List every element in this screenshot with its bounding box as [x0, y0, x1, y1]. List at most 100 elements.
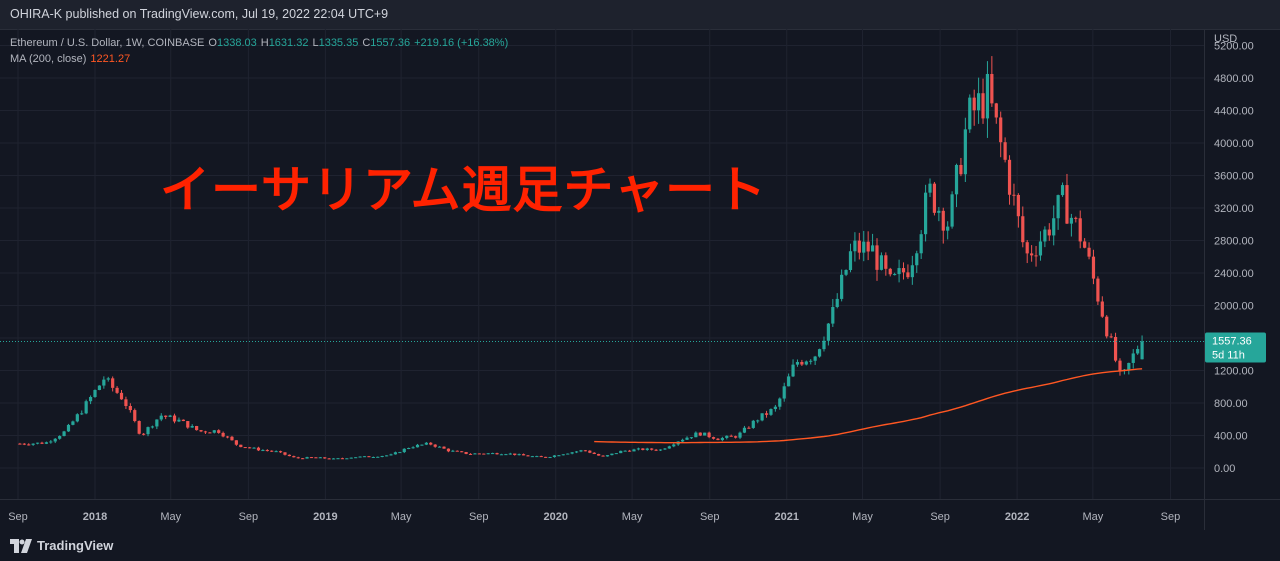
last-price-tag[interactable]: [1205, 332, 1266, 363]
brand-name: TradingView: [37, 538, 114, 553]
candle-body: [225, 436, 230, 438]
candle-body: [75, 414, 79, 422]
candle-body: [592, 452, 596, 455]
candle-body: [579, 450, 583, 452]
candle-body: [88, 396, 93, 402]
candle-body: [230, 436, 234, 441]
candle-body: [910, 265, 914, 278]
candle-body: [71, 421, 75, 425]
change-value: +219.16 (+16.38%): [414, 37, 509, 49]
time-tick-label: Sep: [239, 511, 259, 523]
last-price-label: 1557.36: [1212, 335, 1252, 347]
candle-body: [234, 440, 238, 445]
price-tick-label: 3600.00: [1214, 171, 1254, 183]
candle-body: [915, 253, 919, 266]
candle-body: [340, 458, 345, 460]
candle-body: [636, 448, 641, 450]
candle-body: [1113, 336, 1118, 361]
candle-body: [1083, 241, 1087, 248]
candle-body: [97, 385, 102, 390]
candle-body: [314, 457, 318, 459]
candle-body: [287, 454, 291, 457]
candle-body: [345, 458, 349, 460]
candle-body: [897, 268, 901, 275]
candle-body: [159, 415, 163, 420]
close-value: 1557.36: [370, 37, 411, 49]
candle-body: [380, 455, 384, 457]
ma-label[interactable]: MA (200, close): [10, 53, 87, 65]
candle-body: [800, 362, 804, 365]
candle-body: [605, 455, 610, 457]
candle-body: [906, 272, 910, 278]
candle-body: [968, 97, 972, 130]
candle-body: [791, 364, 795, 377]
candle-body: [1003, 142, 1007, 160]
countdown-label: 5d 11h: [1212, 349, 1245, 361]
ma-row: MA (200, close) 1221.27: [10, 51, 508, 67]
ma-200-line: [594, 368, 1143, 444]
candle-body: [1030, 253, 1034, 256]
candle-body: [133, 410, 137, 422]
candle-body: [305, 457, 309, 459]
candle-body: [62, 431, 66, 437]
candle-body: [424, 442, 428, 445]
candle-body: [535, 456, 539, 458]
price-tick-label: 3200.00: [1214, 203, 1254, 215]
candle-body: [66, 424, 71, 432]
candle-body: [689, 437, 694, 439]
tradingview-logo[interactable]: TradingView: [10, 538, 113, 553]
high-value: 1631.32: [268, 37, 309, 49]
candle-body: [870, 245, 875, 252]
candle-body: [1043, 229, 1047, 242]
candle-body: [513, 453, 517, 455]
candle-body: [384, 455, 389, 457]
candle-body: [641, 448, 645, 450]
candle-body: [685, 437, 689, 440]
candle-body: [601, 455, 605, 457]
candle-body: [115, 387, 119, 393]
candle-body: [464, 451, 468, 454]
candle-body: [566, 453, 570, 455]
candle-body: [1056, 195, 1060, 219]
candle-body: [985, 73, 990, 119]
candle-body: [795, 362, 800, 365]
candle-body: [499, 454, 504, 456]
candle-body: [1078, 218, 1082, 242]
time-tick-label: 2020: [543, 511, 567, 523]
candle-body: [521, 454, 526, 456]
candle-body: [190, 426, 194, 428]
candle-body: [420, 444, 424, 446]
candle-body: [999, 117, 1003, 143]
candle-body: [835, 298, 839, 308]
candle-body: [1034, 255, 1038, 257]
time-tick-label: Sep: [700, 511, 720, 523]
candle-body: [866, 241, 870, 252]
candle-body: [119, 392, 124, 400]
candle-body: [508, 453, 512, 455]
candle-body: [658, 449, 663, 451]
candle-body: [588, 450, 592, 453]
price-tick-label: 800.00: [1214, 398, 1248, 410]
candle-body: [1140, 341, 1144, 360]
candle-body: [1069, 217, 1073, 224]
candle-body: [738, 432, 742, 438]
candle-body: [831, 307, 835, 324]
candle-body: [782, 386, 786, 399]
candle-body: [438, 446, 442, 448]
open-value: 1338.03: [216, 37, 257, 49]
candle-body: [221, 432, 225, 437]
candle-body: [742, 427, 747, 433]
candle-body: [111, 378, 115, 388]
candle-body: [411, 447, 415, 449]
symbol-label[interactable]: Ethereum / U.S. Dollar, 1W, COINBASE: [10, 37, 205, 49]
candle-body: [376, 456, 380, 458]
candle-body: [650, 448, 654, 450]
candle-body: [451, 450, 455, 452]
candle-body: [468, 453, 473, 455]
candle-body: [164, 415, 168, 417]
candle-body: [711, 437, 716, 439]
candle-body: [1100, 301, 1104, 317]
candle-body: [552, 455, 557, 458]
candle-body: [212, 430, 216, 433]
